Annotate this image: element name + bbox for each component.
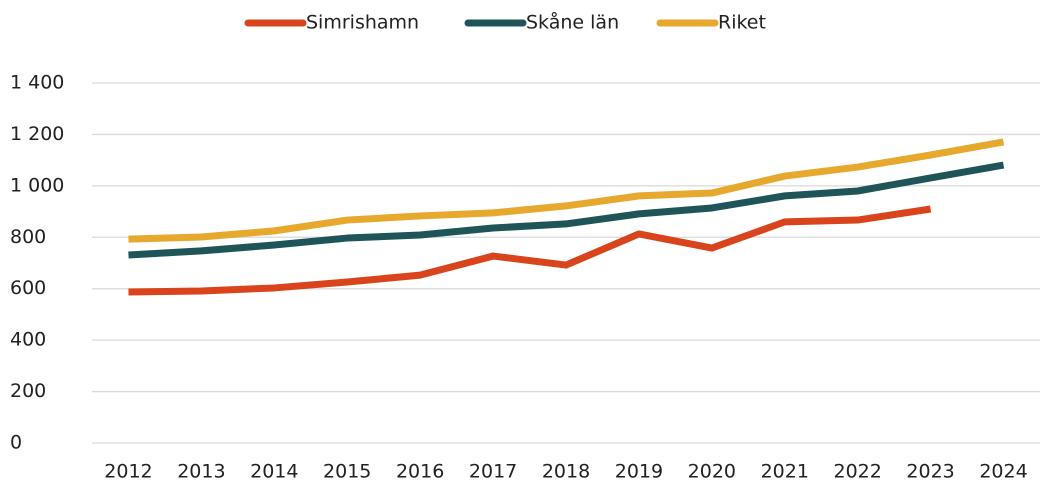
legend-label: Skåne län (526, 11, 619, 34)
x-tick-label: 2012 (104, 461, 152, 483)
y-tick-label: 200 (10, 380, 46, 402)
x-tick-label: 2016 (396, 461, 444, 483)
x-tick-label: 2013 (177, 461, 225, 483)
x-tick-label: 2022 (834, 461, 882, 483)
y-tick-label: 1 200 (10, 123, 64, 145)
x-tick-label: 2021 (761, 461, 809, 483)
x-tick-label: 2020 (688, 461, 736, 483)
line-series (128, 161, 1005, 259)
line-series (128, 138, 1005, 243)
x-tick-label: 2018 (542, 461, 590, 483)
y-tick-label: 600 (10, 277, 46, 299)
y-tick-label: 1 400 (10, 72, 64, 94)
x-tick-label: 2015 (323, 461, 371, 483)
y-tick-label: 800 (10, 226, 46, 248)
x-tick-label: 2024 (979, 461, 1027, 483)
legend-label: Simrishamn (306, 12, 419, 34)
legend-label: Riket (718, 12, 766, 34)
x-tick-label: 2023 (906, 461, 954, 483)
line-series (128, 205, 932, 296)
x-tick-label: 2019 (615, 461, 663, 483)
y-tick-label: 1 000 (10, 174, 64, 196)
x-tick-label: 2017 (469, 461, 517, 483)
y-tick-label: 400 (10, 329, 46, 351)
y-tick-label: 0 (10, 432, 22, 454)
x-tick-label: 2014 (250, 461, 298, 483)
